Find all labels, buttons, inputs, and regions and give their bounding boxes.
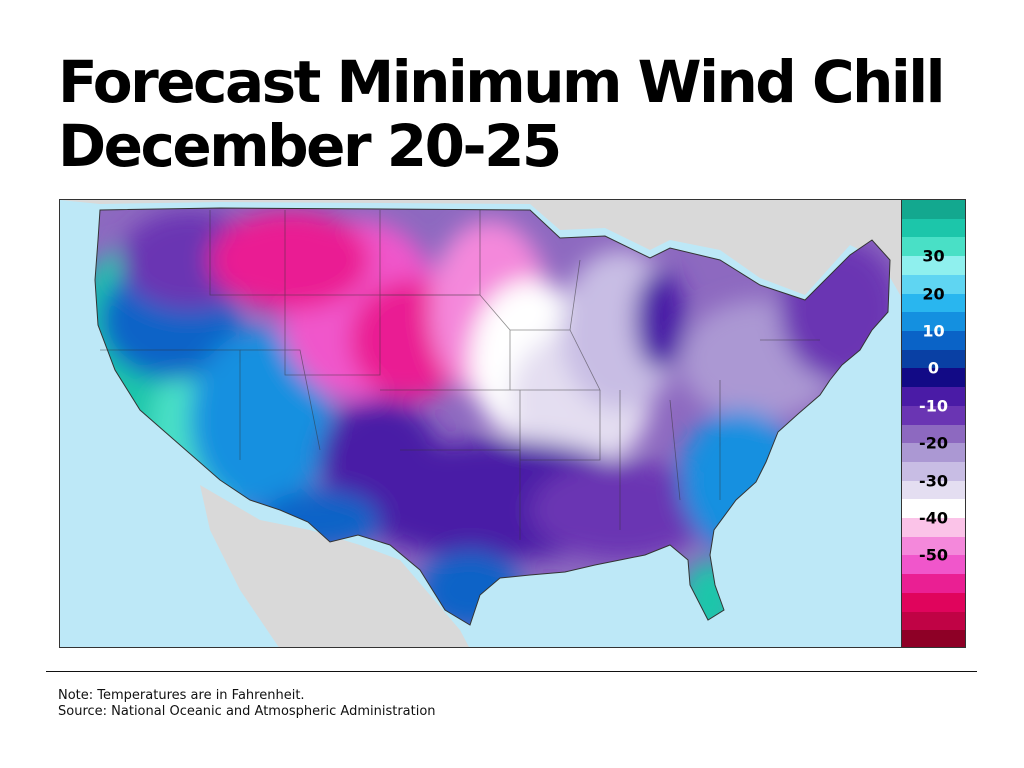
legend-band bbox=[902, 200, 965, 220]
title-line-1: Forecast Minimum Wind Chill bbox=[58, 48, 946, 116]
wind-chill-map bbox=[59, 199, 902, 648]
legend-band bbox=[902, 293, 965, 313]
legend-band bbox=[902, 312, 965, 332]
title-line-2: December 20-25 bbox=[58, 112, 562, 180]
legend-band bbox=[902, 443, 965, 463]
legend-band bbox=[902, 256, 965, 276]
legend-band bbox=[902, 424, 965, 444]
legend-band bbox=[902, 274, 965, 295]
legend-band bbox=[902, 499, 965, 519]
us-outline bbox=[94, 207, 891, 626]
legend-band bbox=[902, 480, 965, 500]
legend-band bbox=[902, 461, 965, 482]
legend-band bbox=[902, 349, 965, 369]
legend-band bbox=[902, 405, 965, 425]
legend-band bbox=[902, 630, 965, 647]
footnotes: Note: Temperatures are in Fahrenheit. So… bbox=[58, 688, 436, 720]
mexico-landmass bbox=[200, 485, 469, 647]
color-legend: 30 20 10 0 -10 -20 -30 -40 -50 bbox=[902, 199, 966, 648]
legend-band bbox=[902, 592, 965, 613]
note-text: Note: Temperatures are in Fahrenheit. bbox=[58, 688, 305, 703]
legend-band bbox=[902, 536, 965, 556]
divider-line bbox=[46, 671, 977, 672]
map-canvas bbox=[60, 200, 901, 647]
legend-band bbox=[902, 518, 965, 538]
legend-band bbox=[902, 387, 965, 407]
legend-band bbox=[902, 555, 965, 575]
legend-band bbox=[902, 218, 965, 238]
legend-band bbox=[902, 574, 965, 594]
state-boundaries bbox=[100, 210, 820, 540]
source-text: Source: National Oceanic and Atmospheric… bbox=[58, 704, 436, 719]
canada-landmass bbox=[60, 200, 901, 297]
legend-band bbox=[902, 368, 965, 388]
legend-band bbox=[902, 330, 965, 351]
page-title: Forecast Minimum Wind Chill December 20-… bbox=[58, 50, 998, 178]
legend-band bbox=[902, 237, 965, 257]
legend-band bbox=[902, 611, 965, 631]
